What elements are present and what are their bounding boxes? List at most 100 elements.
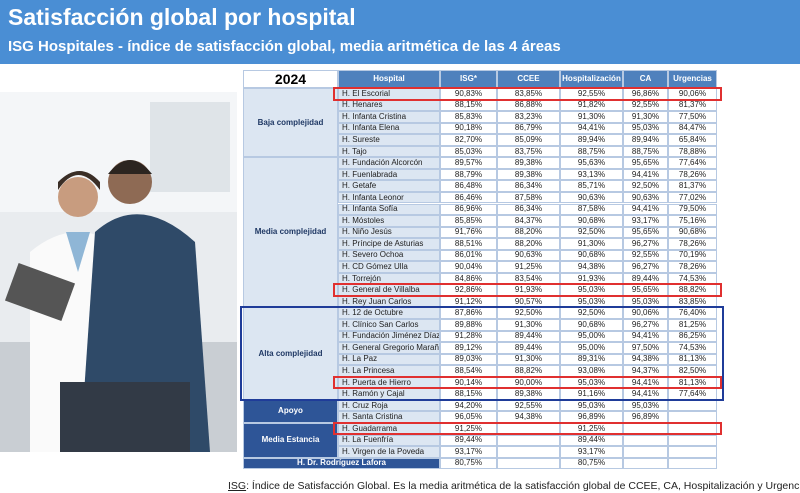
value-cell: [668, 399, 717, 412]
value-cell: 87,58%: [497, 191, 560, 204]
hospital-name: H. Henares: [338, 99, 440, 112]
value-cell: 95,03%: [623, 122, 668, 135]
hospital-name: H. Niño Jesús: [338, 226, 440, 239]
title: Satisfacción global por hospital: [8, 4, 356, 30]
value-cell: 89,38%: [497, 157, 560, 169]
value-cell: 89,94%: [623, 134, 668, 146]
value-cell: 94,20%: [440, 399, 497, 412]
value-cell: 75,16%: [668, 215, 717, 227]
hospital-name: H. CD Gómez Ulla: [338, 261, 440, 273]
value-cell: 90,68%: [668, 226, 717, 239]
total-row-label: H. Dr. Rodríguez Lafora: [243, 457, 440, 470]
value-cell: 87,58%: [560, 203, 623, 216]
hospital-name: H. Infanta Elena: [338, 122, 440, 135]
value-cell: 92,55%: [623, 99, 668, 112]
value-cell: 92,50%: [623, 180, 668, 192]
value-cell: 91,28%: [440, 330, 497, 343]
value-cell: 91,30%: [497, 353, 560, 366]
column-header: Urgencias: [668, 70, 717, 88]
value-cell: 91,76%: [440, 226, 497, 239]
value-cell: 85,83%: [440, 111, 497, 123]
value-cell: 78,88%: [668, 145, 717, 158]
value-cell: 94,41%: [623, 203, 668, 216]
hospital-name: H. Príncipe de Asturias: [338, 238, 440, 250]
value-cell: 86,25%: [668, 330, 717, 343]
value-cell: 86,34%: [497, 203, 560, 216]
group-label: Baja complejidad: [243, 88, 338, 158]
hospital-name: H. Móstoles: [338, 215, 440, 227]
value-cell: 94,41%: [560, 122, 623, 135]
value-cell: 89,03%: [440, 353, 497, 366]
value-cell: 89,31%: [560, 353, 623, 366]
value-cell: 88,75%: [560, 145, 623, 158]
hospital-name: H. Clínico San Carlos: [338, 319, 440, 331]
value-cell: 88,20%: [497, 238, 560, 250]
value-cell: 90,04%: [440, 261, 497, 273]
value-cell: 90,63%: [497, 249, 560, 262]
value-cell: 88,15%: [440, 99, 497, 112]
hospital-name: H. Fundación Jiménez Díaz: [338, 330, 440, 343]
value-cell: 93,13%: [560, 168, 623, 181]
value-cell: 92,50%: [560, 226, 623, 239]
hospital-name: H. General Gregorio Marañón: [338, 342, 440, 354]
value-cell: 93,17%: [560, 446, 623, 458]
value-cell: 95,03%: [623, 399, 668, 412]
value-cell: 83,75%: [497, 145, 560, 158]
value-cell: 80,75%: [560, 457, 623, 470]
column-header: CA: [623, 70, 668, 88]
value-cell: [623, 434, 668, 447]
value-cell: 77,50%: [668, 111, 717, 123]
group-label: Apoyo: [243, 399, 338, 423]
hospital-name: H. Virgen de la Poveda: [338, 446, 440, 458]
hospital-name: H. Fuenlabrada: [338, 168, 440, 181]
value-cell: 94,38%: [623, 353, 668, 366]
value-cell: 74,53%: [668, 342, 717, 354]
value-cell: 95,00%: [560, 330, 623, 343]
highlight-box: [333, 375, 722, 390]
value-cell: 78,26%: [668, 261, 717, 273]
value-cell: 91,82%: [560, 99, 623, 112]
value-cell: 95,03%: [560, 399, 623, 412]
value-cell: 70,19%: [668, 249, 717, 262]
value-cell: 85,85%: [440, 215, 497, 227]
value-cell: 94,41%: [623, 330, 668, 343]
value-cell: 90,63%: [560, 191, 623, 204]
value-cell: [668, 457, 717, 470]
year-cell: 2024: [243, 70, 338, 88]
value-cell: 83,23%: [497, 111, 560, 123]
value-cell: 89,44%: [560, 434, 623, 447]
value-cell: 86,01%: [440, 249, 497, 262]
value-cell: 93,17%: [440, 446, 497, 458]
highlight-box: [333, 87, 722, 101]
value-cell: 80,75%: [440, 457, 497, 470]
value-cell: 90,68%: [560, 249, 623, 262]
hospital-name: H. La Fuenfría: [338, 434, 440, 447]
value-cell: 89,94%: [560, 134, 623, 146]
value-cell: 89,44%: [497, 342, 560, 354]
value-cell: 95,65%: [623, 157, 668, 169]
value-cell: 86,48%: [440, 180, 497, 192]
value-cell: [668, 434, 717, 447]
value-cell: 81,25%: [668, 319, 717, 331]
value-cell: 95,65%: [623, 226, 668, 239]
value-cell: 86,88%: [497, 99, 560, 112]
footnote: ISG: Índice de Satisfacción Global. Es l…: [228, 480, 800, 492]
value-cell: 91,30%: [623, 111, 668, 123]
column-header: CCEE: [497, 70, 560, 88]
value-cell: 89,88%: [440, 319, 497, 331]
value-cell: [497, 434, 560, 447]
value-cell: 86,46%: [440, 191, 497, 204]
value-cell: [623, 446, 668, 458]
hospital-name: H. Fundación Alcorcón: [338, 157, 440, 169]
value-cell: 81,13%: [668, 353, 717, 366]
value-cell: 89,12%: [440, 342, 497, 354]
value-cell: 88,79%: [440, 168, 497, 181]
value-cell: 77,64%: [668, 157, 717, 169]
value-cell: 96,27%: [623, 261, 668, 273]
value-cell: 81,37%: [668, 180, 717, 192]
group-highlight: [240, 306, 724, 401]
column-header: Hospital: [338, 70, 440, 88]
value-cell: 96,27%: [623, 319, 668, 331]
header-bar: Satisfacción global por hospital ISG Hos…: [0, 0, 800, 64]
